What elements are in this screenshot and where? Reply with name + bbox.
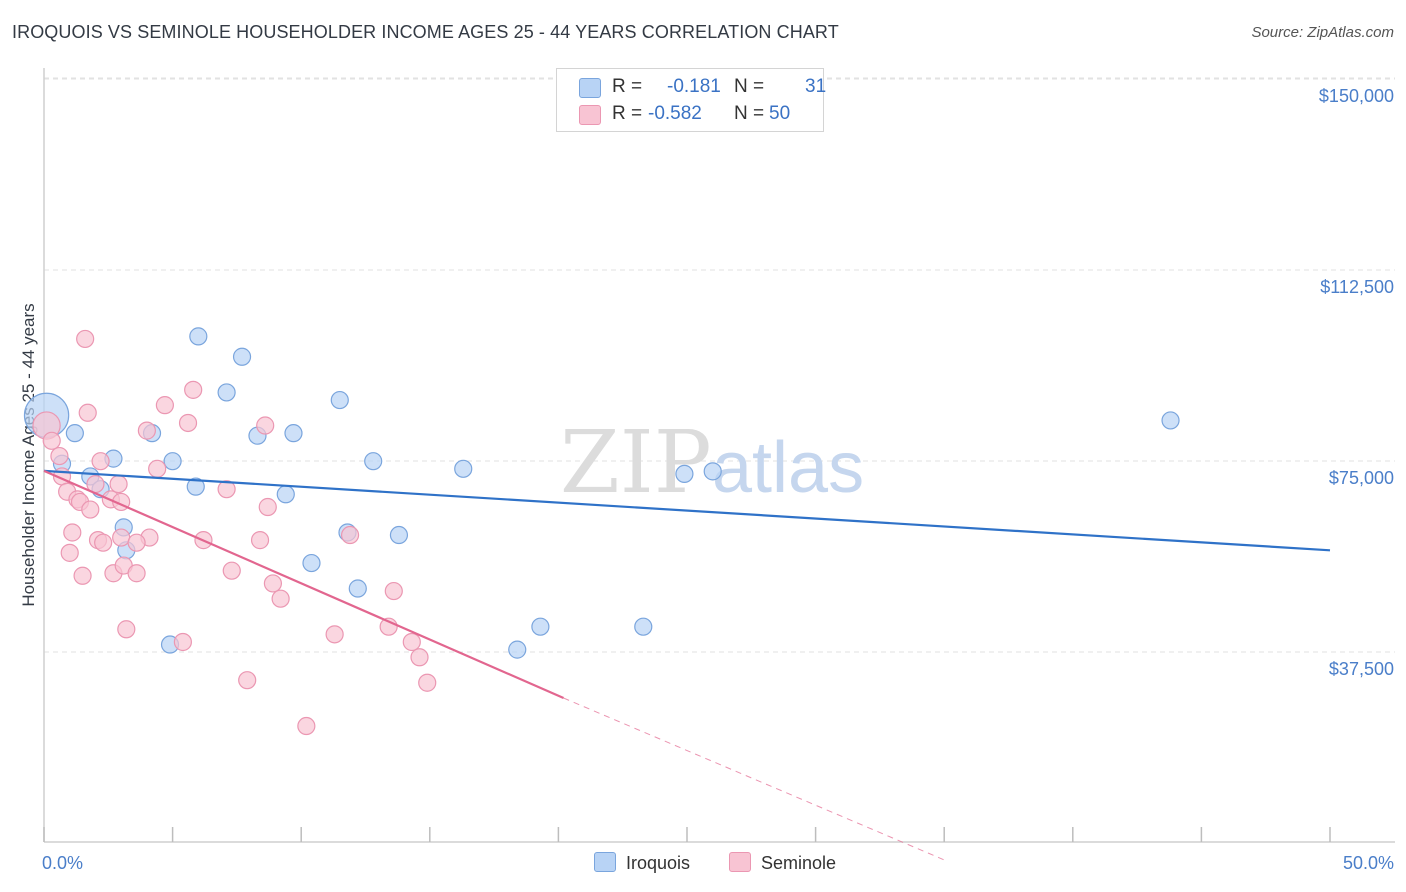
iroquois-point [276, 485, 295, 504]
seminole-point [127, 533, 146, 552]
seminole-point [50, 446, 69, 466]
legend-r-label: R = [612, 103, 643, 124]
iroquois-point [189, 327, 208, 346]
legend-n-value: 31 [805, 76, 827, 97]
y-tick-label: $75,000 [1328, 468, 1394, 488]
iroquois-point [389, 525, 409, 545]
seminole-point [117, 620, 136, 639]
seminole-point [222, 561, 241, 580]
seminole-point [173, 632, 192, 652]
seminole-point [217, 480, 236, 499]
seminole-point [109, 474, 128, 494]
seminole-swatch [579, 105, 601, 125]
seminole-point [60, 543, 79, 562]
seminole-point [127, 564, 146, 583]
iroquois-point [531, 617, 550, 636]
seminole-point [148, 459, 167, 478]
iroquois-point [348, 579, 367, 598]
seminole-point [258, 497, 277, 517]
seminole-point [81, 500, 100, 519]
seminole-swatch [729, 852, 751, 872]
seminole-point [384, 581, 403, 601]
iroquois-point [454, 459, 473, 478]
seminole-point [178, 413, 198, 433]
seminole-point [73, 566, 92, 585]
iroquois-point [330, 390, 349, 410]
iroquois-point [302, 553, 321, 573]
y-tick-label: $150,000 [1318, 86, 1394, 106]
seminole-point [184, 380, 203, 399]
seminole-point [238, 671, 257, 690]
seminole-point [256, 416, 275, 435]
x-tick-label-min: 0.0% [42, 853, 84, 873]
seminole-point [91, 452, 110, 471]
seminole-point [297, 716, 316, 736]
iroquois-point [364, 452, 383, 471]
iroquois-point [675, 464, 694, 484]
stats-legend: R = -0.181 N = 31 R = -0.582 N = 50 [556, 68, 827, 132]
iroquois-point [1161, 411, 1180, 430]
legend-n-label: N = [734, 103, 765, 124]
watermark-atlas: atlas [712, 428, 864, 508]
x-tick-label-max: 50.0% [1342, 853, 1394, 873]
legend-r-value: -0.582 [648, 103, 702, 124]
seminole-point [250, 531, 270, 550]
seminole-point [325, 625, 344, 644]
seminole-point [263, 574, 283, 593]
legend-n-value: 50 [769, 103, 791, 124]
iroquois-swatch [594, 852, 616, 872]
bottom-legend-label: Seminole [761, 853, 837, 873]
seminole-point [155, 396, 174, 415]
y-tick-label: $112,500 [1320, 277, 1394, 297]
iroquois-point [634, 617, 653, 636]
bottom-legend-seminole: Seminole [729, 852, 836, 874]
seminole-point [76, 329, 95, 349]
seminole-point [42, 431, 61, 450]
chart-title: IROQUOIS VS SEMINOLE HOUSEHOLDER INCOME … [12, 22, 839, 42]
chart-source: Source: ZipAtlas.com [1251, 24, 1394, 41]
iroquois-point [65, 424, 84, 443]
legend-n-label: N = [734, 76, 765, 97]
legend-r-label: R = [612, 76, 643, 97]
seminole-point [340, 525, 360, 545]
iroquois-point [186, 477, 205, 496]
seminole-point [271, 589, 290, 608]
y-tick-label: $37,500 [1328, 659, 1394, 679]
iroquois-point [508, 640, 527, 659]
iroquois-swatch [579, 78, 601, 98]
seminole-point [137, 421, 156, 440]
iroquois-point [217, 383, 236, 402]
seminole-trendline-extension [563, 697, 947, 862]
iroquois-point [284, 424, 303, 443]
seminole-point [63, 523, 82, 542]
seminole-point [112, 528, 131, 547]
seminole-point [418, 673, 437, 692]
bottom-legend-iroquois: Iroquois [594, 852, 690, 874]
seminole-point [402, 632, 421, 652]
iroquois-trendline [43, 469, 1331, 552]
iroquois-point [232, 347, 252, 366]
seminole-point [94, 533, 113, 552]
seminole-point [78, 403, 97, 422]
watermark-zip: ZIP [560, 413, 712, 513]
seminole-trendline [43, 469, 564, 700]
iroquois-point [163, 452, 182, 471]
iroquois-point [703, 462, 722, 481]
bottom-legend-label: Iroquois [626, 853, 691, 873]
seminole-point [410, 648, 429, 667]
legend-r-value: -0.181 [667, 76, 721, 97]
